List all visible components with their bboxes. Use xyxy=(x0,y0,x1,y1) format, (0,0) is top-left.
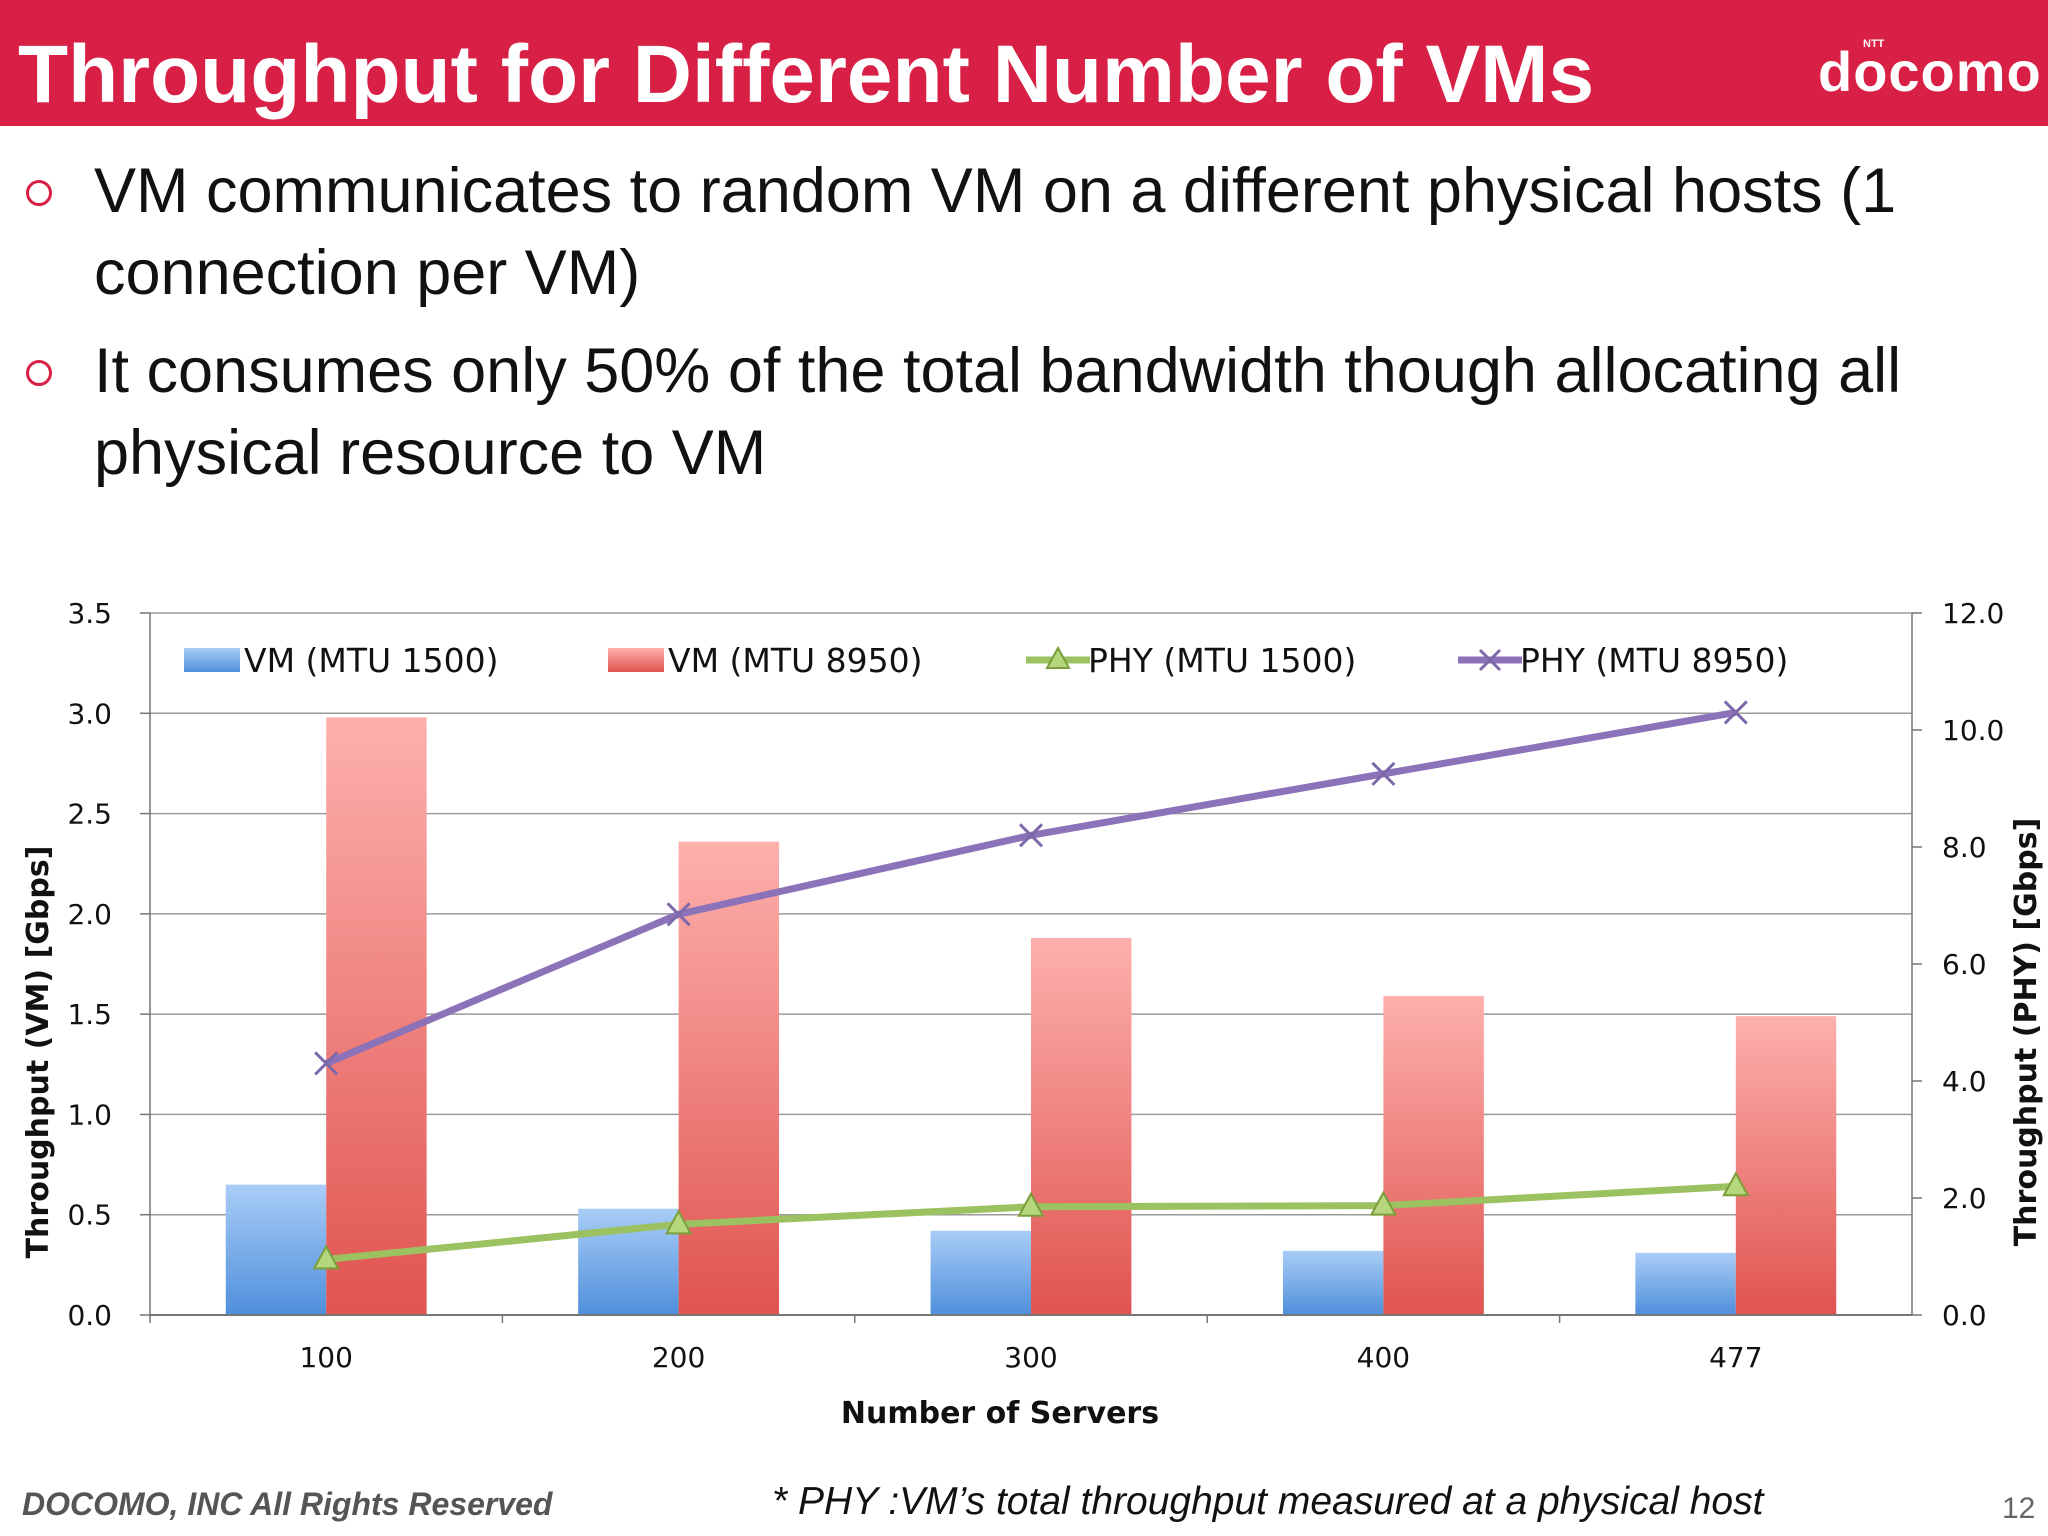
y-axis-title: Throughput (VM) [Gbps] xyxy=(21,846,56,1259)
x-tick-label: 100 xyxy=(299,1341,352,1374)
bar xyxy=(1635,1252,1736,1315)
legend-label: PHY (MTU 8950) xyxy=(1520,641,1788,680)
x-marker xyxy=(1371,761,1396,786)
docomo-logo: NTT docomo xyxy=(1818,38,2042,103)
throughput-chart: 0.0 0.5 1.0 1.5 2.0 2.5 3.0 3.5 0.0 2.0 4.0 6.0 8.0 1… xyxy=(21,597,2044,1431)
bar xyxy=(930,1230,1031,1315)
bar xyxy=(225,1184,327,1315)
x-marker xyxy=(1723,700,1748,725)
x-marker xyxy=(666,902,691,927)
y2-tick-label: 2.0 xyxy=(1942,1182,1987,1215)
circle-bullet-icon xyxy=(26,360,52,386)
logo-text: docomo xyxy=(1818,40,2042,103)
title-bar: Throughput for Different Number of VMs N… xyxy=(0,0,2048,126)
y2-tick-label: 12.0 xyxy=(1942,597,2004,630)
x-marker xyxy=(314,1051,339,1076)
x-tick-label: 200 xyxy=(652,1341,705,1374)
legend-label: PHY (MTU 1500) xyxy=(1088,641,1356,680)
legend-swatch xyxy=(184,648,240,672)
y2-tick-label: 8.0 xyxy=(1942,831,1987,864)
y-tick-label: 2.5 xyxy=(67,798,112,831)
bar xyxy=(678,841,780,1315)
circle-bullet-icon xyxy=(26,180,52,206)
y2-tick-label: 4.0 xyxy=(1942,1065,1987,1098)
x-axis-title: Number of Servers xyxy=(841,1396,1159,1431)
legend-swatch xyxy=(608,648,664,672)
y2-axis-title: Throughput (PHY) [Gbps] xyxy=(2009,818,2044,1247)
legend-marker xyxy=(1045,645,1071,669)
bullet-text: It consumes only 50% of the total bandwi… xyxy=(94,336,1902,488)
bar xyxy=(1735,1016,1837,1315)
y-tick-label: 0.0 xyxy=(67,1299,112,1332)
triangle-marker xyxy=(1017,1191,1045,1217)
legend-label: VM (MTU 1500) xyxy=(244,641,499,680)
triangle-marker xyxy=(664,1209,693,1235)
page-number: 12 xyxy=(2002,1492,2036,1525)
triangle-marker xyxy=(312,1244,340,1270)
copyright-text: DOCOMO, INC All Rights Reserved xyxy=(22,1486,553,1522)
logo-ntt-text: NTT xyxy=(1863,38,1885,50)
x-tick-label: 477 xyxy=(1709,1341,1762,1374)
bullet-text: VM communicates to random VM on a differ… xyxy=(94,156,1897,308)
y-tick-label: 1.5 xyxy=(67,998,112,1031)
x-marker xyxy=(1018,823,1044,848)
triangle-marker xyxy=(1369,1190,1398,1216)
x-tick-label: 300 xyxy=(1004,1341,1057,1374)
bar xyxy=(326,717,427,1315)
y-tick-label: 3.0 xyxy=(67,697,112,730)
y-tick-label: 2.0 xyxy=(67,898,112,931)
bar xyxy=(1282,1250,1384,1315)
legend-marker xyxy=(1478,648,1502,672)
y-tick-label: 3.5 xyxy=(67,597,112,630)
slide-title: Throughput for Different Number of VMs xyxy=(18,29,1595,120)
bar xyxy=(1383,996,1484,1315)
x-tick-label: 400 xyxy=(1357,1341,1410,1374)
y2-tick-label: 10.0 xyxy=(1942,714,2004,747)
y-tick-label: 1.0 xyxy=(67,1098,112,1131)
triangle-marker xyxy=(1722,1171,1750,1197)
bar xyxy=(1031,937,1132,1315)
y2-tick-label: 6.0 xyxy=(1942,948,1987,981)
footnote-text: * PHY :VM’s total throughput measured at… xyxy=(772,1480,1764,1523)
legend-label: VM (MTU 8950) xyxy=(668,641,923,680)
y2-tick-label: 0.0 xyxy=(1942,1299,1987,1332)
y-tick-label: 0.5 xyxy=(67,1199,112,1232)
